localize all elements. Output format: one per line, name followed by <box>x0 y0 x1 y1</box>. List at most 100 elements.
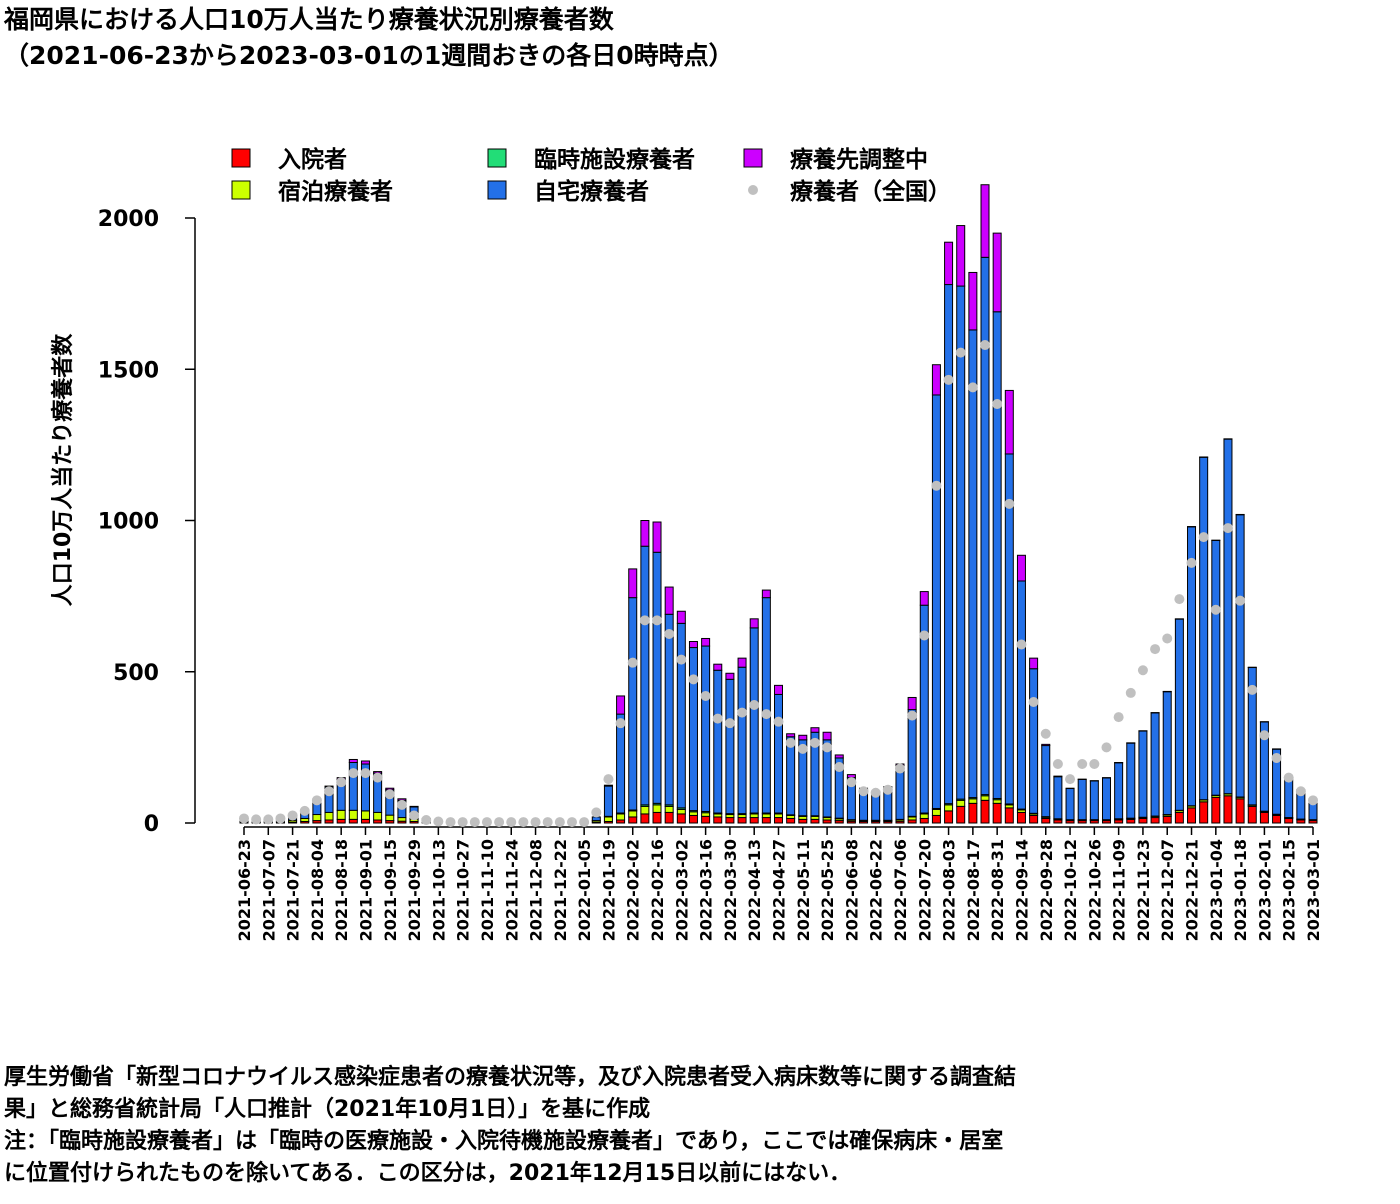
bar-segment <box>932 815 940 823</box>
x-tick-label: 2022-06-22 <box>867 839 886 941</box>
bar-segment <box>969 272 977 329</box>
bar-segment <box>981 257 989 794</box>
bar-segment <box>1139 731 1147 817</box>
chart-title: 福岡県における人口10万人当たり療養状況別療養者数 <box>3 5 615 34</box>
national-point <box>846 777 856 787</box>
x-tick-label: 2021-07-07 <box>259 839 278 941</box>
bar-segment <box>665 614 673 805</box>
bar-segment <box>896 767 904 819</box>
bar-segment <box>726 673 734 679</box>
national-point <box>1053 759 1063 769</box>
bar-segment <box>1115 763 1123 819</box>
national-point <box>275 813 285 823</box>
bar-segment <box>799 735 807 740</box>
x-tick-label: 2022-02-02 <box>624 839 643 941</box>
x-tick-label: 2021-06-23 <box>235 839 254 941</box>
bar-segment <box>762 598 770 813</box>
bar-segment <box>1260 812 1268 823</box>
bar-segment <box>689 642 697 648</box>
y-tick-label: 0 <box>144 812 159 837</box>
notes: 厚生労働省「新型コロナウイルス感染症患者の療養状況等，及び入院患者受入病床数等に… <box>4 1064 1016 1186</box>
national-point <box>312 795 322 805</box>
x-tick-label: 2022-10-26 <box>1085 839 1104 941</box>
national-point <box>883 785 893 795</box>
bar-segment <box>677 809 685 814</box>
national-point <box>822 742 832 752</box>
legend-label: 療養先調整中 <box>790 146 928 173</box>
bar-segment <box>969 330 977 798</box>
legend-swatch <box>488 181 506 199</box>
national-point <box>1029 697 1039 707</box>
bar-segment <box>641 814 649 823</box>
bar-segment <box>1090 781 1098 820</box>
bar-segment <box>361 761 369 764</box>
national-point <box>895 764 905 774</box>
bar-segment <box>374 812 382 820</box>
bar-segment <box>604 786 612 816</box>
national-point <box>385 789 395 799</box>
national-point <box>470 817 480 827</box>
x-tick-label: 2021-12-22 <box>551 839 570 941</box>
national-point <box>1199 532 1209 542</box>
bar-segment <box>811 819 819 823</box>
x-tick-label: 2022-08-31 <box>988 839 1007 941</box>
bar-segment <box>337 810 345 819</box>
national-point <box>761 709 771 719</box>
bar-segment <box>1285 818 1293 823</box>
bar-segment <box>787 737 795 815</box>
bar-segment <box>1224 796 1232 823</box>
x-tick-label: 2022-07-06 <box>891 839 910 941</box>
bar-segment <box>957 226 965 287</box>
bar-segment <box>629 811 637 817</box>
x-tick-label: 2022-01-19 <box>599 839 618 941</box>
legend-label: 自宅療養者 <box>534 178 649 205</box>
national-point <box>1308 795 1318 805</box>
bar-segment <box>641 806 649 814</box>
note-line: 注：「臨時施設療養者」は「臨時の医療施設・入院待機施設療養者」であり，ここでは確… <box>4 1128 1003 1154</box>
bar-segment <box>689 812 697 816</box>
national-point <box>555 817 565 827</box>
bar-segment <box>702 646 710 811</box>
x-tick-label: 2022-12-07 <box>1158 839 1177 941</box>
legend-label: 入院者 <box>278 146 347 173</box>
bar-segment <box>1017 581 1025 809</box>
bar-segment <box>762 818 770 823</box>
national-point <box>1065 774 1075 784</box>
bar-segment <box>1175 619 1183 810</box>
bar-segment <box>738 658 746 667</box>
national-point <box>373 773 383 783</box>
bar-segment <box>349 819 357 823</box>
national-point <box>591 807 601 817</box>
y-tick-label: 500 <box>113 661 159 686</box>
x-tick-label: 2022-03-16 <box>697 839 716 941</box>
national-point <box>1174 594 1184 604</box>
bar-segment <box>945 805 953 811</box>
bar-segment <box>665 587 673 614</box>
national-point <box>1187 558 1197 568</box>
bar-segment <box>932 365 940 395</box>
bar-segment <box>617 696 625 714</box>
bar-segment <box>1078 779 1086 819</box>
bar-segment <box>981 185 989 258</box>
bar-segment <box>908 710 916 817</box>
bar-segment <box>775 818 783 823</box>
national-point <box>956 348 966 358</box>
bar-segment <box>726 679 734 813</box>
national-point <box>543 817 553 827</box>
national-point <box>324 786 334 796</box>
x-tick-label: 2022-04-13 <box>745 839 764 941</box>
bar-segment <box>1127 743 1135 818</box>
bar-segment <box>738 818 746 823</box>
x-tick-label: 2021-12-08 <box>527 839 546 941</box>
bar-segment <box>677 611 685 623</box>
bar-segment <box>1285 778 1293 818</box>
national-point <box>944 375 954 385</box>
bar-segment <box>325 812 333 820</box>
bar-segment <box>993 800 1001 804</box>
national-point <box>713 714 723 724</box>
national-point <box>531 817 541 827</box>
bar-segment <box>1042 746 1050 817</box>
bar-segment <box>945 242 953 284</box>
national-point <box>1272 753 1282 763</box>
